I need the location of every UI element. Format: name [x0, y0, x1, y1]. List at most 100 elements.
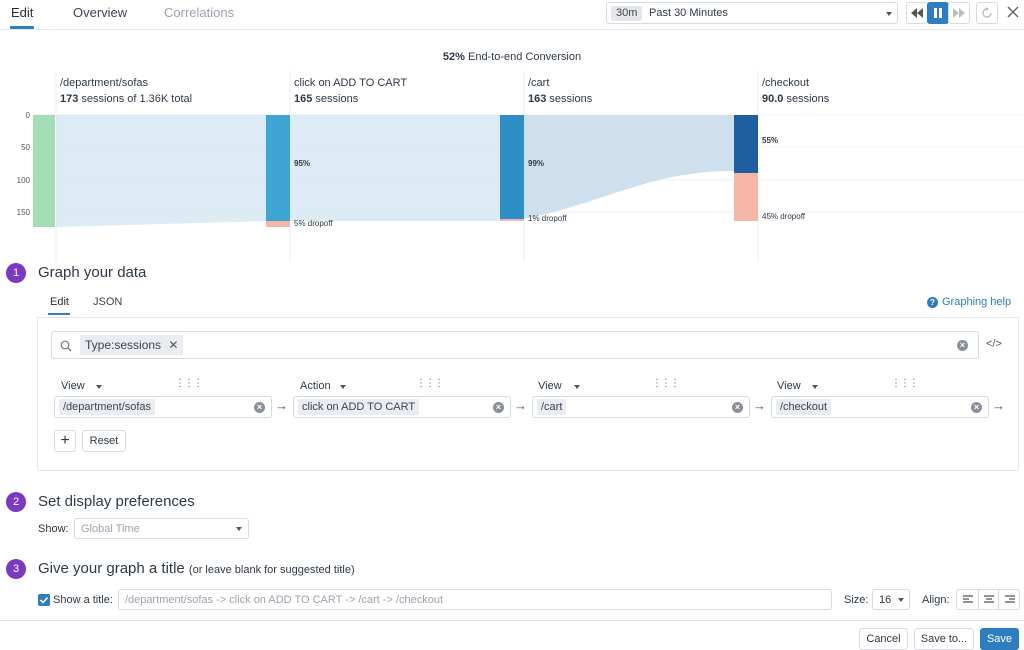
search-filter-tag[interactable]: Type:sessions ✕	[80, 335, 184, 355]
conversion-summary: 52% End-to-end Conversion	[0, 51, 1024, 63]
query-tab-underline	[48, 313, 70, 315]
dropoff-bar-step-4[interactable]	[734, 173, 758, 221]
y-tick: 0	[25, 111, 30, 120]
step-1-type[interactable]: View	[61, 380, 85, 392]
step-3-dropoff: 1% dropoff	[528, 214, 567, 223]
graphing-help-link[interactable]: ? Graphing help	[927, 296, 1011, 308]
step-4-value: /checkout	[776, 399, 832, 415]
section-1-number: 1	[6, 263, 26, 283]
checkmark-icon	[39, 596, 49, 604]
step-3-sessions: 163 sessions	[528, 93, 592, 105]
section-1-title: Graph your data	[38, 264, 147, 281]
step-4-title: /checkout	[762, 77, 810, 89]
flow-band-3	[524, 115, 734, 219]
clear-step-2-icon[interactable]: ×	[493, 402, 504, 413]
step-1-title: /department/sofas	[60, 77, 149, 89]
step-3-input[interactable]: /cart ×	[532, 396, 750, 418]
tab-correlations[interactable]: Correlations	[164, 5, 235, 20]
step-2-sessions: 165 sessions	[294, 93, 358, 105]
step-3-type[interactable]: View	[538, 380, 562, 392]
search-input[interactable]: Type:sessions ✕ ×	[51, 331, 979, 359]
add-step-button[interactable]: +	[54, 430, 76, 452]
chevron-down-icon	[340, 385, 346, 389]
clear-step-4-icon[interactable]: ×	[971, 402, 982, 413]
drag-handle-icon[interactable]: ⋮⋮⋮	[652, 378, 680, 389]
section-3-heading: Give your graph a title (or leave blank …	[38, 560, 355, 577]
align-left-icon	[962, 595, 973, 603]
pause-button[interactable]	[927, 2, 949, 24]
tab-edit[interactable]: Edit	[11, 5, 34, 20]
show-title-label: Show a title:	[53, 594, 113, 606]
bar-step-3[interactable]	[500, 115, 524, 219]
chevron-down-icon	[812, 385, 818, 389]
help-icon: ?	[927, 296, 938, 308]
reset-button[interactable]: Reset	[82, 430, 126, 452]
align-left-button[interactable]	[957, 590, 978, 609]
save-to-button[interactable]: Save to...	[914, 628, 974, 650]
step-2-sub: sessions	[315, 93, 359, 105]
align-label: Align:	[922, 594, 950, 606]
step-3-kept: 99%	[528, 159, 545, 168]
remove-tag-icon[interactable]: ✕	[168, 338, 179, 352]
chevron-down-icon	[898, 598, 904, 602]
chevron-down-icon	[96, 385, 102, 389]
query-tab-edit[interactable]: Edit	[50, 296, 69, 308]
step-2-type[interactable]: Action	[300, 380, 331, 392]
code-toggle-icon[interactable]: </>	[986, 338, 1002, 350]
plus-icon: +	[60, 432, 70, 449]
close-icon	[1007, 6, 1019, 18]
show-select[interactable]: Global Time	[74, 518, 249, 539]
step-2-input[interactable]: click on ADD TO CART ×	[293, 396, 511, 418]
cancel-button[interactable]: Cancel	[859, 628, 908, 650]
drag-handle-icon[interactable]: ⋮⋮⋮	[891, 378, 919, 389]
fast-forward-button[interactable]	[948, 2, 970, 24]
reset-time-button[interactable]	[976, 2, 998, 24]
clear-search-icon[interactable]: ×	[957, 340, 968, 351]
clear-step-1-icon[interactable]: ×	[254, 402, 265, 413]
show-label: Show:	[38, 523, 69, 535]
title-input[interactable]: /department/sofas -> click on ADD TO CAR…	[118, 589, 832, 610]
align-right-button[interactable]	[999, 590, 1020, 609]
dropoff-bar-step-3[interactable]	[500, 219, 524, 221]
bar-step-4[interactable]	[734, 115, 758, 173]
funnel-svg	[32, 71, 1024, 261]
step-2-title: click on ADD TO CART	[294, 77, 408, 89]
step-3-value: /cart	[537, 399, 567, 415]
align-group	[956, 589, 1020, 610]
drag-handle-icon[interactable]: ⋮⋮⋮	[416, 378, 444, 389]
conversion-percent: 52%	[442, 51, 465, 63]
size-label: Size:	[844, 594, 869, 606]
size-select[interactable]: 16	[872, 589, 910, 610]
time-range-label: Past 30 Minutes	[649, 7, 728, 19]
step-1-input[interactable]: /department/sofas ×	[54, 396, 272, 418]
tab-overview[interactable]: Overview	[73, 5, 128, 20]
section-3-hint: (or leave blank for suggested title)	[188, 564, 355, 576]
drag-handle-icon[interactable]: ⋮⋮⋮	[175, 378, 203, 389]
bar-step-2[interactable]	[266, 115, 290, 221]
rewind-icon	[911, 8, 923, 18]
step-4-type[interactable]: View	[777, 380, 801, 392]
section-3-number: 3	[6, 559, 26, 579]
show-title-checkbox[interactable]	[38, 594, 50, 606]
step-4-input[interactable]: /checkout ×	[771, 396, 989, 418]
arrow-right-icon: →	[753, 398, 766, 413]
dropoff-bar-step-2[interactable]	[266, 221, 290, 227]
step-2-count: 165	[294, 93, 313, 105]
time-range-selector[interactable]: 30m Past 30 Minutes	[606, 2, 898, 24]
align-center-button[interactable]	[978, 590, 999, 609]
bar-step-1[interactable]	[33, 115, 55, 227]
footer-bar: Cancel Save to... Save	[0, 620, 1024, 650]
flow-band-2	[290, 115, 500, 221]
save-button[interactable]: Save	[980, 628, 1019, 650]
conversion-label: End-to-end Conversion	[467, 51, 582, 63]
rewind-button[interactable]	[906, 2, 928, 24]
step-3-sub: sessions	[549, 93, 593, 105]
align-center-icon	[983, 595, 994, 603]
clear-step-3-icon[interactable]: ×	[732, 402, 743, 413]
query-tab-json[interactable]: JSON	[93, 296, 123, 308]
y-tick: 150	[16, 208, 30, 217]
step-2-kept: 95%	[294, 159, 311, 168]
align-right-icon	[1004, 595, 1015, 603]
step-3-count: 163	[528, 93, 547, 105]
close-button[interactable]	[1006, 5, 1020, 19]
